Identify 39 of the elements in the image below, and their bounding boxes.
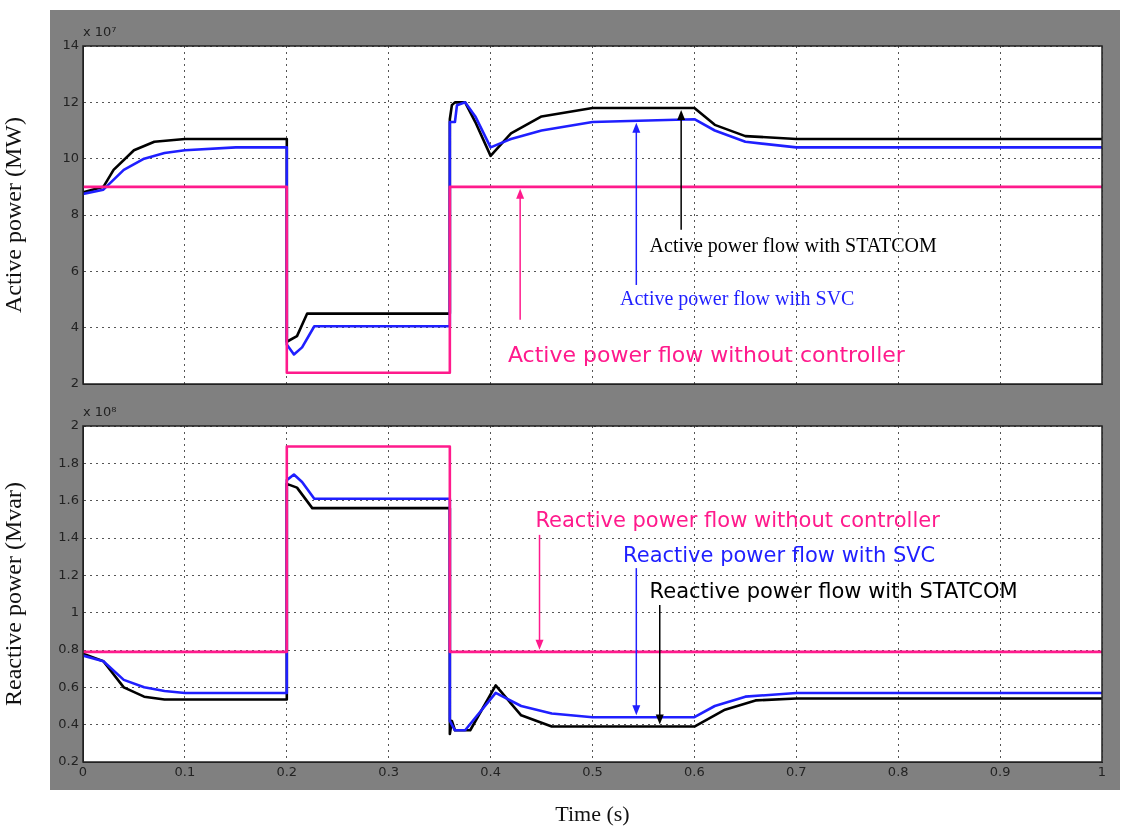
text: Active power flow with STATCOM <box>649 233 938 257</box>
x-tick-label: 0.2 <box>276 764 298 780</box>
x-tick-label: 0.6 <box>684 764 705 780</box>
text: Active power flow with SVC <box>620 286 855 310</box>
y-tick-label: 14 <box>62 37 79 53</box>
y-tick-label: 0.8 <box>58 641 79 657</box>
y-axis-title: Reactive power (Mvar) <box>0 482 26 706</box>
x-tick-label: 0.5 <box>582 764 603 780</box>
text: Reactive power flow without controller <box>535 508 941 533</box>
y-tick-label: 4 <box>70 319 79 335</box>
y-tick-label: 12 <box>62 93 79 109</box>
text: Reactive power flow with SVC <box>623 543 936 568</box>
y-tick-label: 1.6 <box>58 492 79 508</box>
x-tick-label: 0.9 <box>989 764 1011 780</box>
y-tick-label: 2 <box>70 417 79 433</box>
y-tick-label: 1.8 <box>58 454 79 470</box>
x-tick-label: 0.1 <box>174 764 196 780</box>
text: Reactive power flow with STATCOM <box>649 579 1018 604</box>
y-tick-label: 0.4 <box>58 716 79 732</box>
text: Active power flow without controller <box>507 342 906 368</box>
x-tick-label: 0.7 <box>785 764 807 780</box>
y-tick-label: 0.2 <box>58 753 79 769</box>
y-tick-label: 10 <box>62 150 79 166</box>
x-tick-label: 0.3 <box>378 764 400 780</box>
y-tick-label: 0.6 <box>58 678 79 694</box>
x-axis-title: Time (s) <box>555 800 630 826</box>
x-tick-label: 1 <box>1097 764 1107 780</box>
y-tick-label: 1.2 <box>58 566 79 582</box>
x-tick-label: 0.4 <box>480 764 501 780</box>
text: x 10⁷ <box>83 24 117 39</box>
y-tick-label: 6 <box>70 262 79 278</box>
y-tick-label: 8 <box>70 206 79 222</box>
text: x 10⁸ <box>83 404 117 419</box>
y-tick-label: 2 <box>70 375 79 391</box>
x-tick-label: 0.8 <box>887 764 909 780</box>
y-tick-label: 1 <box>70 604 79 620</box>
x-tick-label: 0 <box>78 764 88 780</box>
y-axis-title: Active power (MW) <box>0 117 26 313</box>
y-tick-label: 1.4 <box>58 529 79 545</box>
